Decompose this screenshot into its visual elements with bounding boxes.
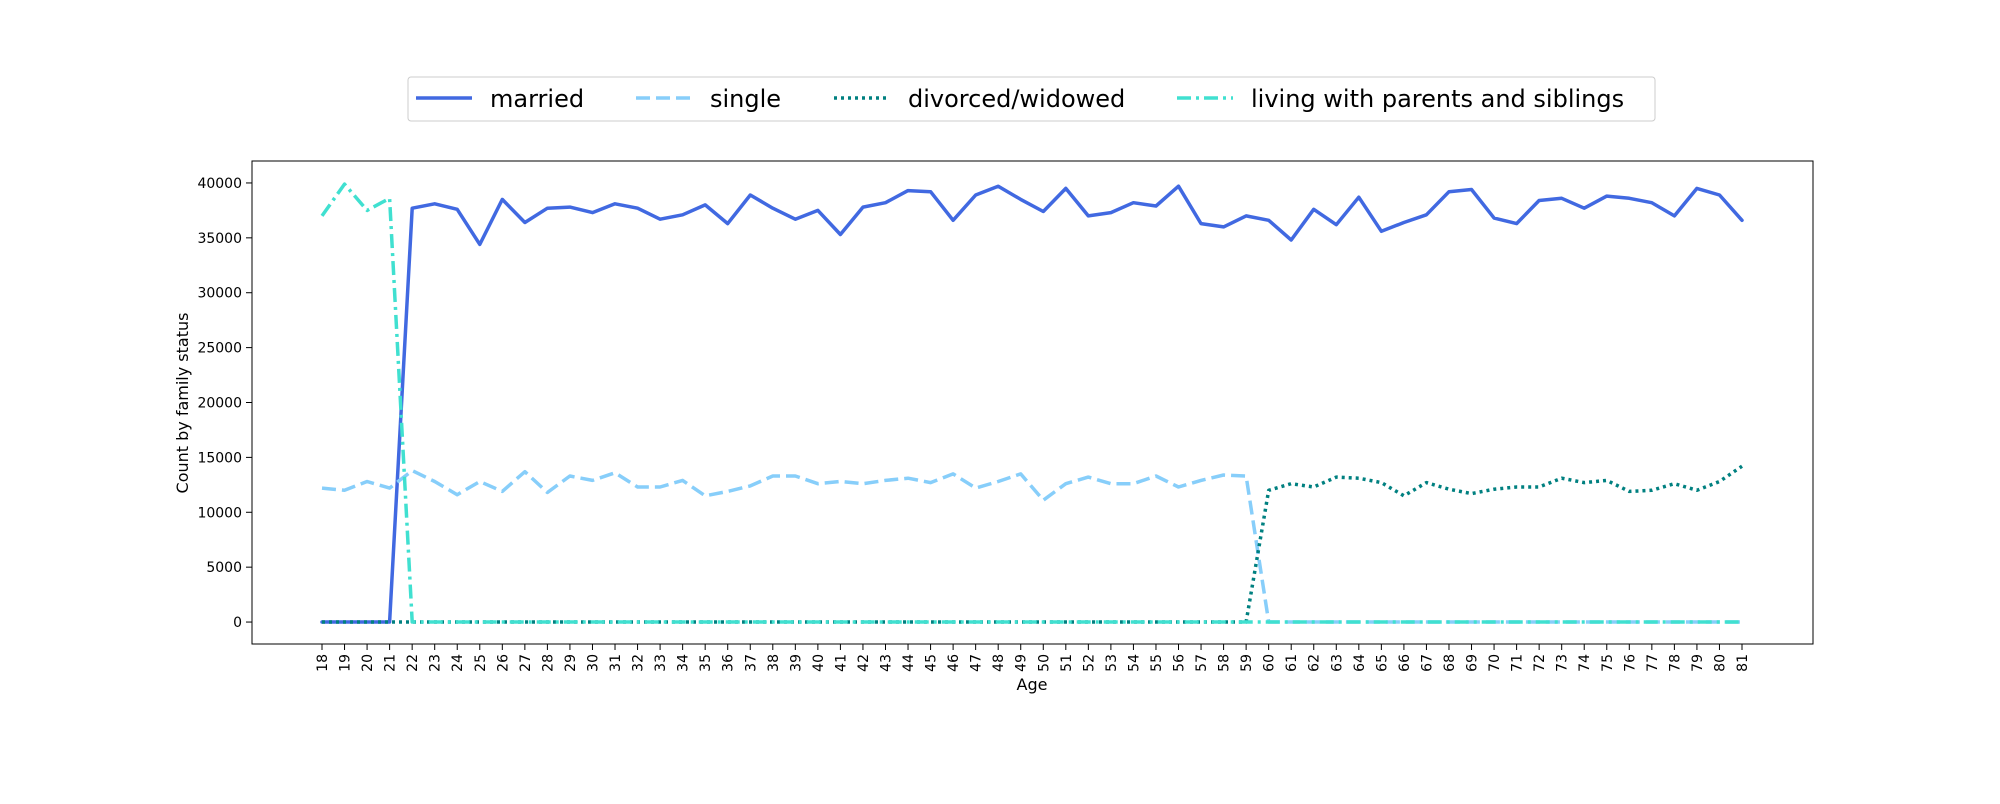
x-tick-label: 74 xyxy=(1577,654,1593,672)
x-tick-label: 29 xyxy=(563,654,579,672)
x-tick-label: 43 xyxy=(879,654,895,672)
legend-label: married xyxy=(490,85,584,113)
x-tick-label: 57 xyxy=(1194,654,1210,672)
y-tick-label: 5000 xyxy=(206,560,242,576)
x-tick-label: 51 xyxy=(1059,654,1075,672)
legend-item-divorced-widowed: divorced/widowed xyxy=(834,85,1125,113)
x-tick-label: 35 xyxy=(698,654,714,672)
legend-box xyxy=(407,76,1656,122)
x-tick-label: 75 xyxy=(1600,654,1616,672)
legend-label: single xyxy=(710,85,781,113)
x-tick-label: 39 xyxy=(788,654,804,672)
x-tick-label: 58 xyxy=(1217,654,1233,672)
series-line-single xyxy=(321,468,1742,624)
y-tick-label: 30000 xyxy=(197,286,242,302)
legend-item-married: married xyxy=(416,85,584,113)
x-tick-label: 53 xyxy=(1104,654,1120,672)
x-tick-label: 71 xyxy=(1510,654,1526,672)
x-tick-label: 66 xyxy=(1397,654,1413,672)
y-tick-label: 25000 xyxy=(197,341,242,357)
x-tick-label: 28 xyxy=(540,654,556,672)
x-tick-label: 47 xyxy=(969,654,985,672)
y-axis: 0 5000 10000 15000 20000 25000 30000 35000 40000 xyxy=(197,176,252,631)
legend: married single divorced/widowed living with… xyxy=(407,76,1656,122)
y-tick-label: 35000 xyxy=(197,231,242,247)
x-tick-label: 70 xyxy=(1487,654,1503,672)
x-tick-label: 62 xyxy=(1307,654,1323,672)
x-tick-label: 44 xyxy=(901,654,917,672)
legend-item-living-with-parents-and-siblings: living with parents and siblings xyxy=(1177,85,1624,113)
x-tick-label: 64 xyxy=(1352,654,1368,672)
x-tick-label: 48 xyxy=(991,654,1007,672)
x-tick-label: 50 xyxy=(1036,654,1052,672)
x-tick-label: 20 xyxy=(360,654,376,672)
x-axis-title: Age xyxy=(1017,675,1048,694)
x-tick-label: 38 xyxy=(766,654,782,672)
x-tick-label: 42 xyxy=(856,654,872,672)
x-tick-label: 18 xyxy=(315,654,331,672)
y-tick-label: 20000 xyxy=(197,396,242,412)
x-tick-label: 61 xyxy=(1284,654,1300,672)
series-line-married xyxy=(320,184,1744,624)
x-tick-label: 80 xyxy=(1713,654,1729,672)
x-tick-label: 63 xyxy=(1329,654,1345,672)
y-tick-label: 0 xyxy=(233,615,242,631)
x-tick-label: 32 xyxy=(631,654,647,672)
x-tick-label: 69 xyxy=(1465,654,1481,672)
legend-label: living with parents and siblings xyxy=(1251,85,1624,113)
x-tick-label: 67 xyxy=(1419,654,1435,672)
x-tick-label: 26 xyxy=(495,654,511,672)
x-tick-label: 41 xyxy=(833,654,849,672)
x-tick-label: 24 xyxy=(450,654,466,672)
x-tick-label: 34 xyxy=(676,654,692,672)
x-tick-label: 49 xyxy=(1014,654,1030,672)
x-tick-label: 65 xyxy=(1374,654,1390,672)
x-tick-label: 78 xyxy=(1667,654,1683,672)
x-tick-label: 33 xyxy=(653,654,669,672)
x-tick-label: 73 xyxy=(1555,654,1571,672)
legend-item-single: single xyxy=(636,85,781,113)
y-tick-label: 40000 xyxy=(197,176,242,192)
x-tick-label: 27 xyxy=(518,654,534,672)
x-tick-label: 52 xyxy=(1081,654,1097,672)
x-tick-label: 23 xyxy=(428,654,444,672)
x-tick-label: 19 xyxy=(338,654,354,672)
x-tick-label: 25 xyxy=(473,654,489,672)
x-tick-label: 30 xyxy=(586,654,602,672)
x-tick-label: 60 xyxy=(1262,654,1278,672)
x-tick-label: 72 xyxy=(1532,654,1548,672)
x-tick-label: 21 xyxy=(383,654,399,672)
x-tick-label: 68 xyxy=(1442,654,1458,672)
x-tick-label: 22 xyxy=(405,654,421,672)
series-line-living-with-parents-and-siblings xyxy=(320,182,1742,624)
x-tick-label: 36 xyxy=(721,654,737,672)
x-axis: 18 19 20 21 22 23 24 25 26 27 28 29 30 31 32 33 34 35 36 37… xyxy=(315,644,1751,672)
x-tick-label: 31 xyxy=(608,654,624,672)
x-tick-label: 76 xyxy=(1622,654,1638,672)
x-tick-label: 55 xyxy=(1149,654,1165,672)
y-tick-label: 10000 xyxy=(197,505,242,521)
x-tick-label: 45 xyxy=(924,654,940,672)
x-tick-label: 77 xyxy=(1645,654,1661,672)
y-tick-label: 15000 xyxy=(197,450,242,466)
x-tick-label: 40 xyxy=(811,654,827,672)
y-axis-title: Count by family status xyxy=(173,313,192,494)
legend-label: divorced/widowed xyxy=(908,85,1125,113)
x-tick-label: 79 xyxy=(1690,654,1706,672)
x-tick-label: 46 xyxy=(946,654,962,672)
x-tick-label: 37 xyxy=(743,654,759,672)
x-tick-label: 59 xyxy=(1239,654,1255,672)
x-tick-label: 56 xyxy=(1172,654,1188,672)
x-tick-label: 81 xyxy=(1735,654,1751,672)
x-tick-label: 54 xyxy=(1126,654,1142,672)
